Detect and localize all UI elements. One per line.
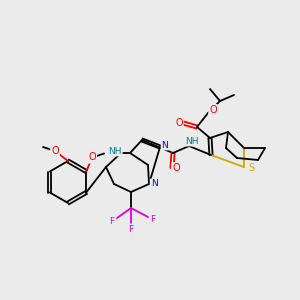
Text: O: O (209, 105, 217, 115)
Text: NH: NH (185, 136, 199, 146)
Text: F: F (150, 215, 156, 224)
Text: O: O (172, 163, 180, 173)
Text: O: O (51, 146, 59, 156)
Text: F: F (128, 224, 134, 233)
Text: N: N (162, 140, 168, 149)
Text: O: O (88, 152, 96, 163)
Text: F: F (110, 217, 115, 226)
Text: O: O (175, 118, 183, 128)
Text: N: N (151, 179, 158, 188)
Text: NH: NH (108, 146, 122, 155)
Text: S: S (248, 163, 254, 173)
